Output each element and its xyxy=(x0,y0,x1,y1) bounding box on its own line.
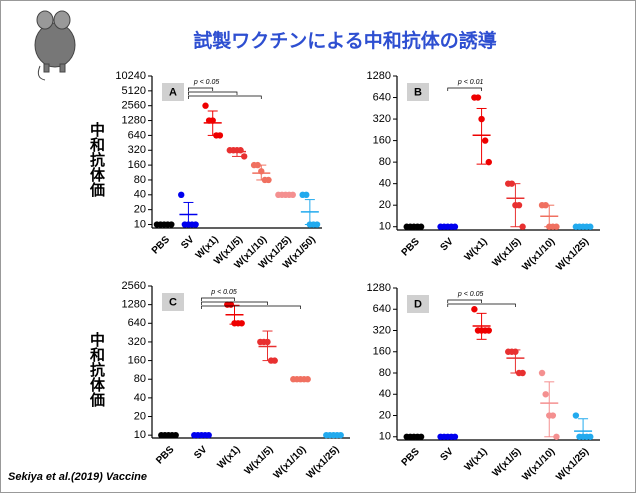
data-point xyxy=(516,202,522,208)
citation: Sekiya et al.(2019) Vaccine xyxy=(8,471,147,483)
data-point xyxy=(418,434,424,440)
y-tick-label: 320 xyxy=(128,144,146,156)
p-value-annotation: p < 0.05 xyxy=(457,291,484,298)
slide-title: 試製ワクチンによる中和抗体の誘導 xyxy=(193,29,496,52)
y-tick-label: 1280 xyxy=(122,299,146,311)
p-value-annotation: p < 0.01 xyxy=(457,79,484,86)
slide: 試製ワクチンによる中和抗体の誘導 Sekiya et al.(2019) Vac… xyxy=(0,0,636,493)
data-point xyxy=(314,221,320,227)
data-point xyxy=(239,320,245,326)
data-point xyxy=(418,224,424,230)
y-tick-label: 640 xyxy=(128,129,146,141)
panel-label: C xyxy=(169,296,177,308)
data-point xyxy=(258,168,264,174)
data-point xyxy=(173,432,179,438)
data-point xyxy=(509,180,515,186)
y-tick-label: 2560 xyxy=(122,100,146,112)
data-point xyxy=(206,432,212,438)
data-point xyxy=(486,159,492,165)
y-tick-label: 320 xyxy=(128,336,146,348)
y-tick-label: 10 xyxy=(134,218,146,230)
y-tick-label: 160 xyxy=(373,346,391,358)
y-axis-label: 中和抗体価 xyxy=(88,331,106,408)
y-tick-label: 40 xyxy=(379,178,391,190)
data-point xyxy=(210,117,216,123)
y-tick-label: 640 xyxy=(128,317,146,329)
data-point xyxy=(338,432,344,438)
data-point xyxy=(217,132,223,138)
y-tick-label: 640 xyxy=(373,91,391,103)
y-tick-label: 2560 xyxy=(122,280,146,292)
y-tick-label: 1280 xyxy=(367,282,391,294)
data-point xyxy=(587,434,593,440)
data-point xyxy=(539,370,545,376)
data-point xyxy=(228,301,234,307)
data-point xyxy=(305,376,311,382)
data-point xyxy=(478,116,484,122)
data-point xyxy=(512,349,518,355)
data-point xyxy=(550,412,556,418)
y-tick-label: 10 xyxy=(379,221,391,233)
data-point xyxy=(237,147,243,153)
data-point xyxy=(272,357,278,363)
data-point xyxy=(265,177,271,183)
p-value-annotation: p < 0.05 xyxy=(193,79,220,86)
y-tick-label: 160 xyxy=(373,135,391,147)
panel-label: A xyxy=(169,86,177,98)
data-point xyxy=(290,192,296,198)
panel-label: D xyxy=(414,298,422,310)
y-tick-label: 160 xyxy=(128,354,146,366)
y-tick-label: 80 xyxy=(379,367,391,379)
y-tick-label: 80 xyxy=(379,156,391,168)
y-tick-label: 20 xyxy=(134,410,146,422)
data-point xyxy=(192,221,198,227)
data-point xyxy=(573,412,579,418)
data-point xyxy=(303,192,309,198)
y-tick-label: 80 xyxy=(134,373,146,385)
data-point xyxy=(542,202,548,208)
y-tick-label: 20 xyxy=(379,409,391,421)
y-tick-label: 160 xyxy=(128,159,146,171)
data-point xyxy=(254,162,260,168)
y-tick-label: 80 xyxy=(134,174,146,186)
data-point xyxy=(482,137,488,143)
y-tick-label: 10 xyxy=(379,431,391,443)
data-point xyxy=(519,224,525,230)
data-point xyxy=(178,192,184,198)
y-tick-label: 5120 xyxy=(122,85,146,97)
y-tick-label: 320 xyxy=(373,113,391,125)
y-tick-label: 10 xyxy=(134,429,146,441)
y-tick-label: 1280 xyxy=(122,114,146,126)
y-tick-label: 10240 xyxy=(115,70,146,82)
data-point xyxy=(452,434,458,440)
data-point xyxy=(264,339,270,345)
data-point xyxy=(475,94,481,100)
data-point xyxy=(519,370,525,376)
data-point xyxy=(168,221,174,227)
data-point xyxy=(241,153,247,159)
y-tick-label: 40 xyxy=(379,388,391,400)
data-point xyxy=(587,224,593,230)
panel-label: B xyxy=(414,86,422,98)
y-tick-label: 20 xyxy=(134,204,146,216)
y-tick-label: 640 xyxy=(373,303,391,315)
y-tick-label: 20 xyxy=(379,199,391,211)
page: 試製ワクチンによる中和抗体の誘導 Sekiya et al.(2019) Vac… xyxy=(0,0,636,493)
data-point xyxy=(202,103,208,109)
data-point xyxy=(486,327,492,333)
p-value-annotation: p < 0.05 xyxy=(210,289,237,296)
y-tick-label: 40 xyxy=(134,189,146,201)
data-point xyxy=(452,224,458,230)
y-axis-label: 中和抗体価 xyxy=(88,121,106,198)
y-tick-label: 320 xyxy=(373,324,391,336)
data-point xyxy=(553,224,559,230)
y-tick-label: 1280 xyxy=(367,70,391,82)
y-tick-label: 40 xyxy=(134,392,146,404)
data-point xyxy=(553,434,559,440)
data-point xyxy=(471,306,477,312)
data-point xyxy=(542,391,548,397)
